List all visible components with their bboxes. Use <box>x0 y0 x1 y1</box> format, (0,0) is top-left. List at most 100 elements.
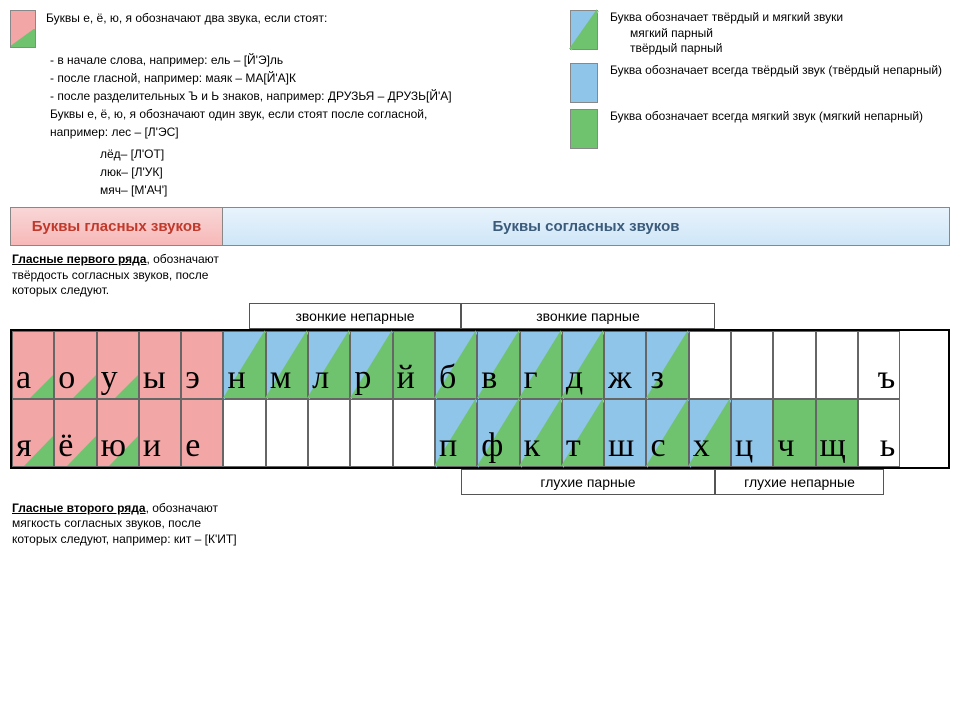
spacer-bot <box>10 469 461 495</box>
letter-cell-р: р <box>350 331 392 399</box>
letter-ы: ы <box>143 361 166 395</box>
bullet-2: - после разделительных Ъ и Ь знаков, нап… <box>50 87 570 105</box>
letter-cell-д: д <box>562 331 604 399</box>
legend1-l2: мягкий парный <box>630 26 843 42</box>
letter-cell-п: п <box>435 399 477 467</box>
spacer-top <box>10 303 249 329</box>
top-legend-area: Буквы е, ё, ю, я обозначают два звука, е… <box>10 10 950 199</box>
letter-cell-н: н <box>223 331 265 399</box>
letter-о: о <box>58 361 75 395</box>
letter-х: х <box>693 429 710 463</box>
legend1-l3: твёрдый парный <box>630 41 843 57</box>
letter-ё: ё <box>58 429 73 463</box>
letter-cell-ф: ф <box>477 399 519 467</box>
letter-cell-empty <box>773 331 815 399</box>
letter-cell-empty <box>816 331 858 399</box>
label-voiced-paired: звонкие парные <box>461 303 715 329</box>
intro-line: Буквы е, ё, ю, я обозначают два звука, е… <box>46 10 327 27</box>
letter-д: д <box>566 361 583 395</box>
legend-hard-soft: Буква обозначает твёрдый и мягкий звуки … <box>570 10 950 57</box>
letter-л: л <box>312 361 329 395</box>
letter-и: и <box>143 429 161 463</box>
note-row2: Гласные второго ряда, обозначают мягкост… <box>12 501 242 548</box>
letter-cell-empty <box>731 331 773 399</box>
letter-cell-э: э <box>181 331 223 399</box>
header-vowels: Буквы гласных звуков <box>11 208 223 245</box>
legend-soft-only: Буква обозначает всегда мягкий звук (мяг… <box>570 109 950 149</box>
letter-cell-empty <box>689 331 731 399</box>
letter-к: к <box>524 429 541 463</box>
letter-cell-ж: ж <box>604 331 646 399</box>
letter-cell-м: м <box>266 331 308 399</box>
letter-cell-й: й <box>393 331 435 399</box>
rule-text: Буквы е, ё, ю, я обозначают два звука, е… <box>46 10 327 27</box>
letter-щ: щ <box>820 429 846 463</box>
ex-2: мяч– [М'АЧ'] <box>100 181 570 199</box>
letter-cell-у: у <box>97 331 139 399</box>
label-voiceless-paired: глухие парные <box>461 469 715 495</box>
letter-е: е <box>185 429 200 463</box>
letter-cell-ё: ё <box>54 399 96 467</box>
top-right-legend: Буква обозначает твёрдый и мягкий звуки … <box>570 10 950 199</box>
ex-1: люк– [Л'УК] <box>100 163 570 181</box>
legend1-text: Буква обозначает твёрдый и мягкий звуки … <box>610 10 843 57</box>
swatch-blue <box>570 63 598 103</box>
label-sonorant: звонкие непарные <box>249 303 461 329</box>
letter-я: я <box>16 429 32 463</box>
letter-cell-empty <box>308 399 350 467</box>
letter-cell-г: г <box>520 331 562 399</box>
letter-cell-ц: ц <box>731 399 773 467</box>
letter-ъ: ъ <box>878 361 896 395</box>
examples: лёд– [Л'ОТ] люк– [Л'УК] мяч– [М'АЧ'] <box>100 145 570 199</box>
note-row1: Гласные первого ряда, обозначают твёрдос… <box>12 252 222 299</box>
legend1-l1: Буква обозначает твёрдый и мягкий звуки <box>610 10 843 26</box>
letter-cell-ы: ы <box>139 331 181 399</box>
bullet-4: например: лес – [Л'ЭС] <box>50 123 570 141</box>
letter-ц: ц <box>735 429 753 463</box>
letter-cell-з: з <box>646 331 688 399</box>
letter-cell-ю: ю <box>97 399 139 467</box>
letter-й: й <box>397 361 415 395</box>
letter-б: б <box>439 361 456 395</box>
letter-г: г <box>524 361 538 395</box>
swatch-pink-green <box>10 10 36 48</box>
letter-cell-ч: ч <box>773 399 815 467</box>
legend2-text: Буква обозначает всегда твёрдый звук (тв… <box>610 63 942 79</box>
letter-cell-и: и <box>139 399 181 467</box>
letter-cell-в: в <box>477 331 519 399</box>
letter-у: у <box>101 361 118 395</box>
letter-с: с <box>650 429 665 463</box>
letter-cell-б: б <box>435 331 477 399</box>
letter-р: р <box>354 361 371 395</box>
letter-ж: ж <box>608 361 632 395</box>
letter-ч: ч <box>777 429 794 463</box>
letter-э: э <box>185 361 200 395</box>
letter-cell-empty <box>350 399 392 467</box>
letter-cell-л: л <box>308 331 350 399</box>
letter-cell-е: е <box>181 399 223 467</box>
legend-hard-only: Буква обозначает всегда твёрдый звук (тв… <box>570 63 950 103</box>
note1-u: Гласные первого ряда <box>12 252 146 266</box>
note2-u: Гласные второго ряда <box>12 501 146 515</box>
letter-cell-к: к <box>520 399 562 467</box>
group-labels-bottom: глухие парные глухие непарные <box>10 469 950 495</box>
letter-з: з <box>650 361 663 395</box>
letter-cell-а: а <box>12 331 54 399</box>
letter-cell-ъ: ъ <box>858 331 900 399</box>
letter-cell-с: с <box>646 399 688 467</box>
letter-ь: ь <box>880 429 896 463</box>
letter-т: т <box>566 429 581 463</box>
letter-cell-empty <box>393 399 435 467</box>
letter-в: в <box>481 361 497 395</box>
main-grid: аоуыэнмлрйбвгджз ъ яёюие пфктшсхцчщь <box>10 329 950 469</box>
letter-cell-я: я <box>12 399 54 467</box>
bullet-1: - после гласной, например: маяк – МА[Й'А… <box>50 69 570 87</box>
letter-а: а <box>16 361 31 395</box>
letter-cell-х: х <box>689 399 731 467</box>
letter-н: н <box>227 361 245 395</box>
section-headers: Буквы гласных звуков Буквы согласных зву… <box>10 207 950 246</box>
top-left-rules: Буквы е, ё, ю, я обозначают два звука, е… <box>10 10 570 199</box>
letter-row-1: аоуыэнмлрйбвгджз ъ <box>12 331 948 399</box>
group-labels-top: звонкие непарные звонкие парные <box>10 303 950 329</box>
letter-cell-ш: ш <box>604 399 646 467</box>
